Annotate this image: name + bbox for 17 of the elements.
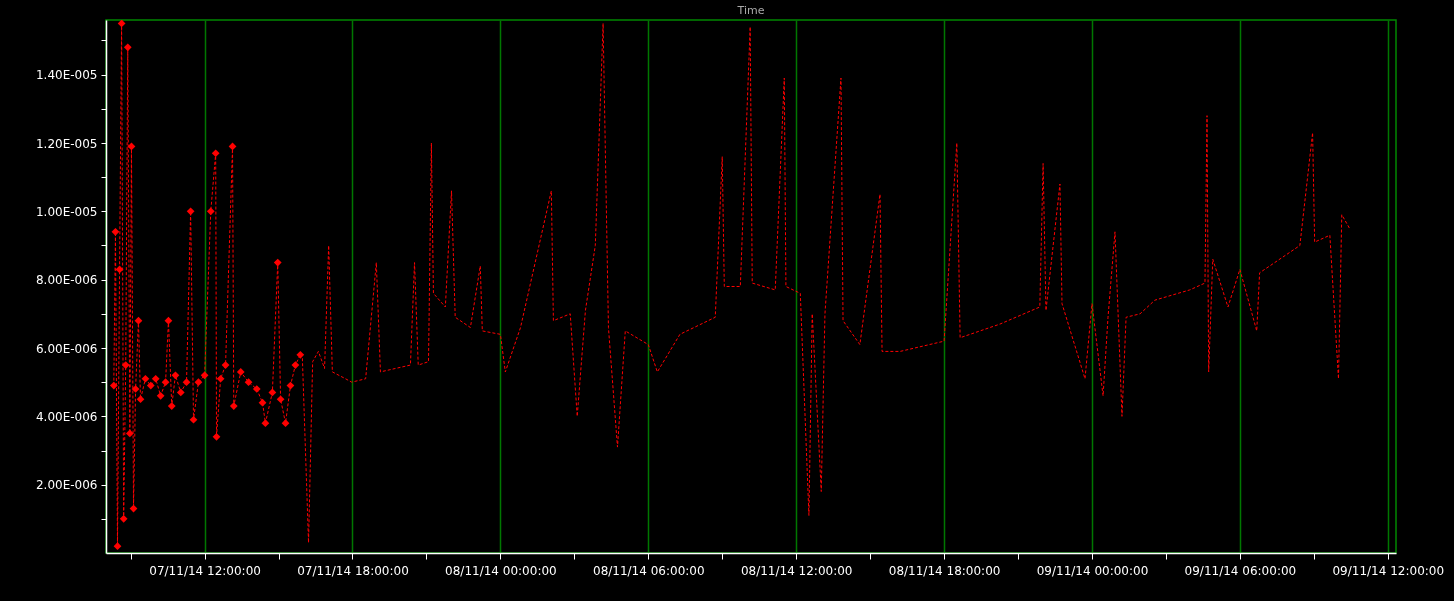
chart-title: Time <box>736 4 765 17</box>
x-tick-label: 09/11/14 06:00:00 <box>1184 563 1297 578</box>
y-tick-label: 1.00E-005 <box>35 204 98 219</box>
y-tick-label: 4.00E-006 <box>35 409 98 424</box>
y-tick-label: 1.40E-005 <box>35 68 98 83</box>
y-tick-label: 6.00E-006 <box>35 341 98 356</box>
x-tick-label: 09/11/14 12:00:00 <box>1332 563 1445 578</box>
y-tick-label: 8.00E-006 <box>35 273 98 288</box>
x-tick-label: 07/11/14 18:00:00 <box>297 563 409 578</box>
x-tick-label: 07/11/14 12:00:00 <box>149 563 261 578</box>
y-tick-label: 2.00E-006 <box>35 478 98 493</box>
x-tick-label: 08/11/14 18:00:00 <box>888 563 1001 578</box>
x-tick-label: 08/11/14 06:00:00 <box>592 563 705 578</box>
x-tick-label: 08/11/14 12:00:00 <box>740 563 853 578</box>
x-tick-label: 09/11/14 00:00:00 <box>1036 563 1149 578</box>
y-tick-label: 1.20E-005 <box>35 136 98 151</box>
x-tick-label: 08/11/14 00:00:00 <box>445 563 557 578</box>
